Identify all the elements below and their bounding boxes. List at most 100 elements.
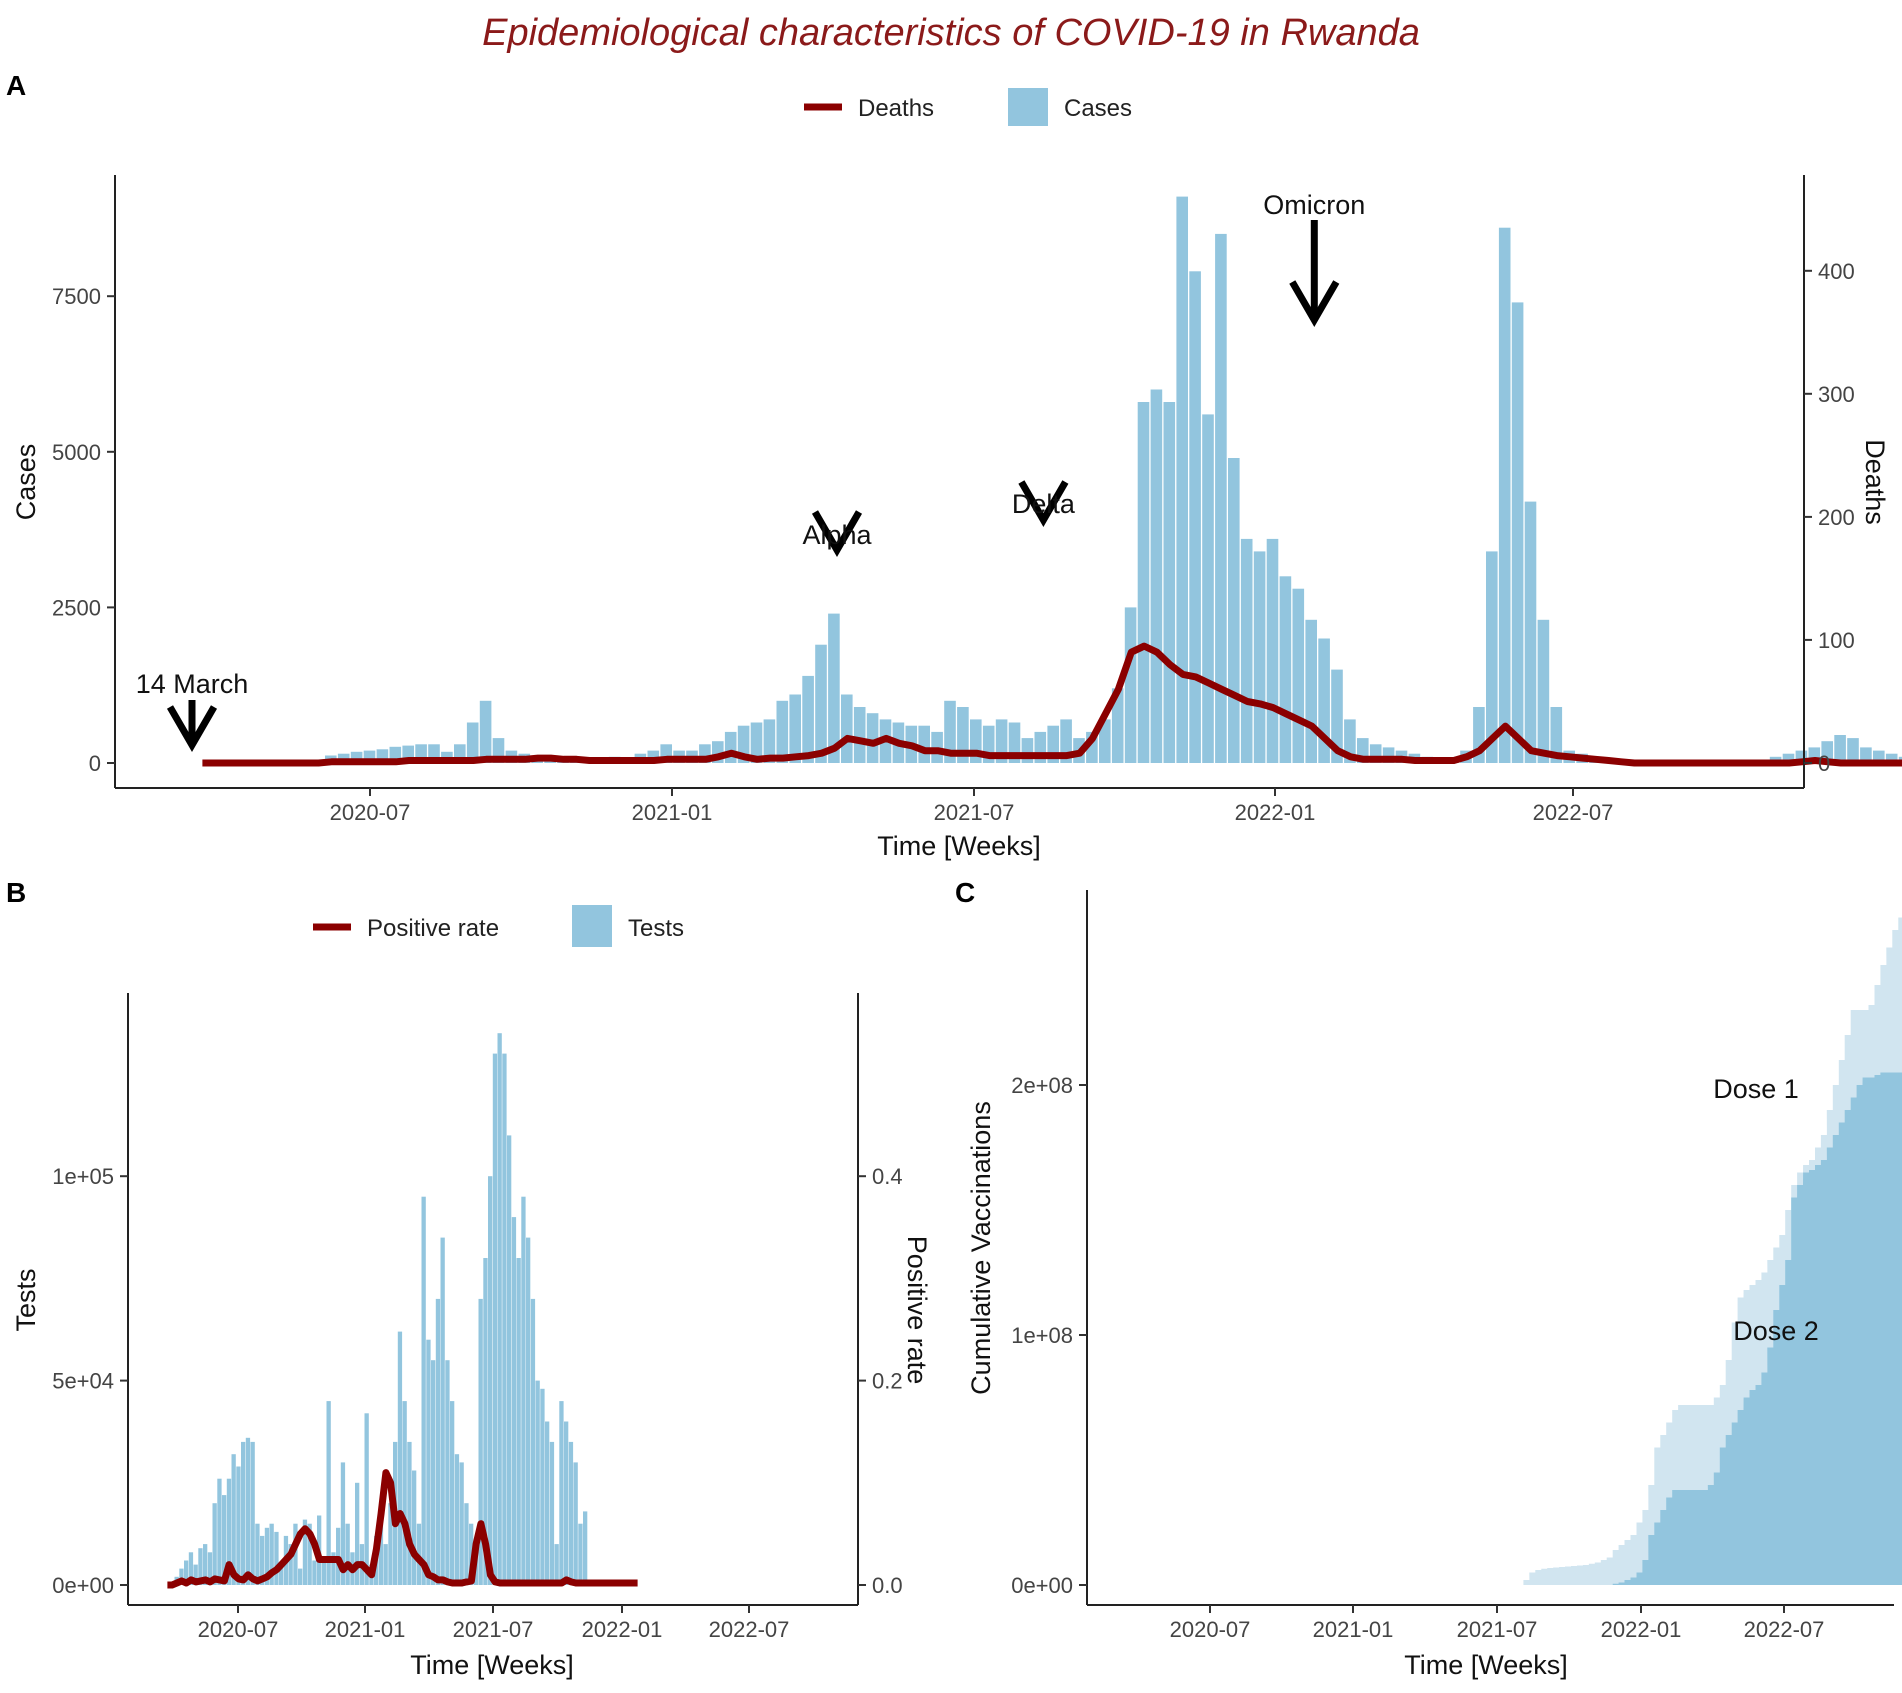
legend-cases-swatch bbox=[1008, 88, 1048, 126]
cases-bar bbox=[1550, 707, 1563, 763]
cases-bar bbox=[1253, 551, 1266, 763]
cases-bar bbox=[1498, 227, 1511, 763]
cases-bar bbox=[376, 749, 389, 763]
cases-bar bbox=[1834, 735, 1846, 763]
cases-bar bbox=[1163, 402, 1176, 763]
cases-bar bbox=[1357, 738, 1369, 763]
cases-bar bbox=[776, 700, 789, 763]
tests-bar bbox=[388, 1503, 393, 1585]
tests-bar bbox=[502, 1053, 507, 1585]
tests-bar bbox=[459, 1462, 464, 1585]
panel-c-letter: C bbox=[955, 877, 975, 908]
tests-bar bbox=[179, 1568, 184, 1585]
tests-bar bbox=[326, 1401, 331, 1585]
tests-bar bbox=[203, 1544, 208, 1585]
tests-bar bbox=[231, 1454, 236, 1585]
cases-bar bbox=[1111, 688, 1124, 763]
vaccination-areas bbox=[1523, 917, 1902, 1585]
panel-b-chart: Positive rate Tests 2020-07 2021-01 2021-0… bbox=[11, 905, 932, 1680]
tests-bar bbox=[554, 1544, 559, 1585]
tests-bar bbox=[226, 1478, 232, 1585]
tests-bar bbox=[383, 1544, 388, 1585]
tests-bar bbox=[564, 1421, 569, 1585]
cases-bar bbox=[1008, 722, 1021, 763]
cases-bar bbox=[1847, 738, 1859, 763]
cases-bar bbox=[1099, 719, 1111, 763]
panel-a-letter: A bbox=[6, 70, 26, 101]
cases-bar bbox=[1240, 538, 1253, 763]
cases-bar bbox=[389, 746, 402, 763]
cases-bar bbox=[841, 694, 853, 763]
tests-bar bbox=[293, 1523, 298, 1585]
cases-bar bbox=[712, 741, 724, 763]
tests-bar bbox=[255, 1523, 260, 1585]
cases-bar bbox=[1047, 725, 1059, 763]
panel-b-x-tick-label: 2022-01 bbox=[582, 1617, 663, 1642]
tests-bar bbox=[184, 1560, 189, 1585]
tests-bar bbox=[298, 1568, 303, 1585]
cases-bar bbox=[544, 761, 556, 763]
tests-bar bbox=[540, 1388, 545, 1585]
tests-bar bbox=[445, 1360, 450, 1585]
panel-a-x-title: Time [Weeks] bbox=[877, 831, 1041, 861]
tests-bar bbox=[450, 1401, 455, 1585]
panel-a-y2-title: Deaths bbox=[1860, 439, 1890, 525]
tests-bar bbox=[578, 1523, 583, 1585]
cases-bar bbox=[815, 644, 827, 763]
cases-bar bbox=[363, 750, 376, 763]
tests-bar bbox=[250, 1441, 255, 1585]
deaths-line-group bbox=[202, 642, 1902, 767]
cases-bar bbox=[1137, 402, 1150, 763]
cases-bar bbox=[1873, 750, 1885, 763]
tests-bar bbox=[559, 1401, 564, 1585]
tests-bar bbox=[222, 1495, 227, 1585]
tests-bar bbox=[497, 1033, 502, 1585]
tests-bar bbox=[431, 1360, 436, 1585]
panel-a-y-tick-label: 7500 bbox=[52, 284, 101, 309]
tests-bar bbox=[478, 1298, 483, 1585]
cases-bar bbox=[1821, 741, 1833, 763]
cases-bar bbox=[724, 731, 737, 763]
cases-bar bbox=[828, 613, 840, 763]
tests-bar bbox=[307, 1523, 312, 1585]
panel-c-y-tick-label: 0e+00 bbox=[1011, 1573, 1073, 1598]
positive-rate-line bbox=[167, 1469, 638, 1589]
tests-bar bbox=[378, 1523, 384, 1585]
tests-bar bbox=[583, 1511, 588, 1585]
tests-bar bbox=[241, 1441, 246, 1585]
panel-a-chart: Deaths Cases 14 March Alpha Delta Omicron 2… bbox=[11, 88, 1902, 861]
panel-b-y2-title: Positive rate bbox=[902, 1236, 932, 1385]
tests-bar bbox=[260, 1535, 265, 1585]
tests-bar bbox=[397, 1331, 403, 1585]
cases-bar bbox=[660, 744, 672, 763]
tests-bar bbox=[435, 1298, 441, 1585]
panel-b-letter: B bbox=[6, 877, 26, 908]
panel-b-x-tick-label: 2022-07 bbox=[709, 1617, 790, 1642]
panel-c-x-tick-label: 2020-07 bbox=[1170, 1617, 1251, 1642]
panel-a-x-tick-label: 2021-01 bbox=[632, 800, 713, 825]
cases-bar bbox=[492, 738, 505, 763]
cases-bar bbox=[1318, 638, 1330, 763]
cases-bar bbox=[415, 744, 427, 763]
panel-c-chart: 2020-07 2021-01 2021-07 2022-01 2022-07 0e+00… bbox=[966, 890, 1902, 1680]
tests-bar bbox=[364, 1413, 369, 1585]
panel-a-y-tick-label: 2500 bbox=[52, 595, 101, 620]
cases-bar bbox=[1034, 731, 1047, 763]
cases-bar bbox=[1537, 619, 1550, 763]
panel-a-x-tick-label: 2022-07 bbox=[1533, 800, 1614, 825]
tests-bar bbox=[511, 1217, 517, 1585]
tests-bar bbox=[426, 1339, 431, 1585]
tests-bar bbox=[492, 1053, 498, 1585]
cases-bar bbox=[918, 725, 930, 763]
cases-bar bbox=[1795, 750, 1808, 763]
tests-bar bbox=[469, 1523, 474, 1585]
panel-b-y-title: Tests bbox=[11, 1268, 41, 1331]
cases-bar bbox=[454, 744, 466, 763]
arrow-head bbox=[811, 510, 863, 557]
tests-bar bbox=[264, 1527, 270, 1585]
panel-b-x-title: Time [Weeks] bbox=[410, 1650, 574, 1680]
panel-a-y-title: Cases bbox=[11, 444, 41, 521]
cases-bar bbox=[1382, 747, 1395, 763]
cases-bar bbox=[1344, 719, 1356, 763]
dose2-label: Dose 2 bbox=[1733, 1316, 1819, 1346]
